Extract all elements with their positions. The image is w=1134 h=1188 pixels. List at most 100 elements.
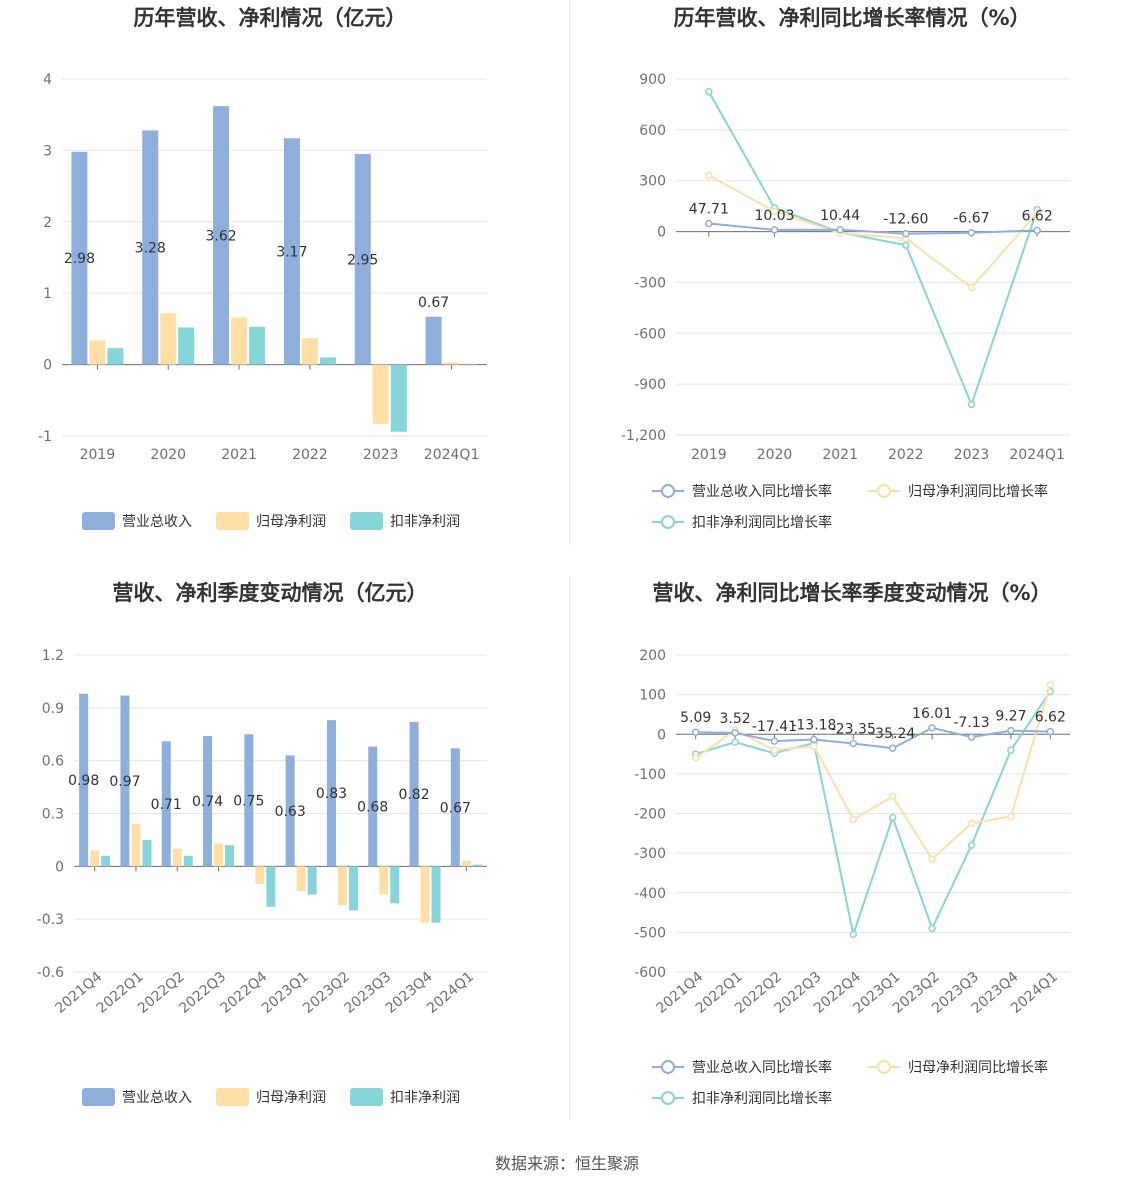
legend-marker	[82, 512, 115, 530]
bar-扣非净利润	[307, 866, 317, 895]
bar-扣非净利润	[348, 866, 358, 911]
y-tick-label: -600	[634, 965, 666, 981]
y-tick-label: 200	[639, 648, 666, 664]
x-tick-label: 2019	[691, 447, 727, 463]
y-tick-label: 0.6	[42, 754, 64, 770]
data-label: 5.09	[680, 710, 711, 726]
x-tick-label: 2023	[954, 447, 990, 463]
data-label: 3.52	[720, 711, 751, 727]
bar-扣非净利润	[178, 327, 195, 365]
bar-营业总收入	[285, 755, 295, 867]
legend-marker-dot	[877, 484, 891, 498]
legend-marker	[216, 1088, 249, 1106]
data-label: 10.44	[820, 208, 860, 224]
legend-label: 扣非净利润	[390, 1090, 460, 1106]
point-归母净利润同比增长率	[691, 754, 700, 762]
line-扣非净利润同比增长率	[707, 91, 1039, 408]
legend-label: 扣非净利润	[390, 514, 460, 530]
bar-扣非净利润	[461, 363, 478, 365]
data-label: 0.68	[357, 799, 388, 815]
y-tick-label: -300	[634, 846, 666, 862]
point-归母净利润同比增长率	[888, 792, 897, 801]
data-label: 0.75	[233, 793, 264, 809]
data-label: 6.62	[1035, 710, 1066, 726]
divider-bottom	[569, 578, 570, 1118]
y-tick-label: -600	[634, 326, 666, 342]
bar-归母净利润	[90, 850, 100, 867]
bar-扣非净利润	[431, 866, 441, 923]
data-label: 0.67	[418, 295, 449, 311]
x-tick-label: 2019	[80, 447, 116, 463]
y-tick-label: 1.2	[42, 648, 64, 664]
data-label: 6.62	[1022, 208, 1053, 224]
data-label: -12.60	[883, 212, 928, 228]
bar-归母净利润	[296, 866, 306, 891]
x-tick-label: 2020	[150, 447, 186, 463]
point-归母净利润同比增长率	[770, 746, 779, 754]
legend-label: 营业总收入	[122, 1090, 192, 1106]
bar-归母净利润	[214, 843, 224, 867]
y-tick-label: -900	[634, 377, 666, 393]
point-营业总收入同比增长率	[849, 739, 858, 748]
legend-label: 扣非净利润同比增长率	[692, 1090, 832, 1107]
bar-营业总收入	[79, 693, 89, 867]
y-tick-label: 600	[639, 123, 666, 139]
y-tick-label: -200	[634, 807, 666, 823]
data-label: 10.03	[754, 208, 794, 224]
point-归母净利润同比增长率	[1033, 209, 1041, 217]
y-tick-label: -100	[634, 767, 666, 783]
legend-label: 营业总收入	[122, 514, 192, 530]
bar-扣非净利润	[101, 855, 111, 867]
x-tick-label: 2021	[822, 447, 858, 463]
point-营业总收入同比增长率	[770, 737, 779, 745]
point-营业总收入同比增长率	[1007, 726, 1015, 735]
legend-label: 营业总收入同比增长率	[692, 1059, 832, 1076]
x-tick-label: 2020	[757, 447, 793, 463]
point-归母净利润同比增长率	[1046, 680, 1055, 689]
bar-扣非净利润	[142, 839, 152, 867]
bar-营业总收入	[244, 734, 254, 867]
point-扣非净利润同比增长率	[902, 241, 910, 249]
chart-annual-amounts: 历年营收、净利情况（亿元） -1 0 1 2 3 4 2019 2020 2021 2022 2023…	[0, 0, 570, 555]
bar-营业总收入	[203, 736, 213, 867]
line-营业总收入同比增长率	[708, 222, 1038, 235]
bar-营业总收入	[142, 130, 159, 365]
data-label: -35.24	[870, 726, 915, 742]
legend-marker-dot	[661, 1091, 675, 1105]
data-label: 16.01	[912, 706, 952, 722]
x-tick-label: 2024Q1	[424, 969, 477, 1017]
legend-label: 营业总收入同比增长率	[692, 483, 832, 500]
bar-归母净利润	[131, 824, 141, 867]
legend-marker	[350, 1088, 383, 1106]
bar-归母净利润	[89, 340, 106, 365]
bar-营业总收入	[120, 695, 130, 867]
legend-label: 扣非净利润同比增长率	[692, 514, 832, 531]
point-营业总收入同比增长率	[705, 219, 713, 228]
bar-营业总收入	[450, 748, 460, 867]
point-营业总收入同比增长率	[731, 729, 739, 737]
data-label: 0.74	[192, 794, 223, 810]
bar-归母净利润	[160, 313, 177, 365]
data-label: -7.13	[953, 715, 989, 731]
data-label: 2.95	[347, 252, 378, 268]
data-label: 3.62	[205, 228, 236, 244]
point-归母净利润同比增长率	[928, 855, 936, 863]
point-归母净利润同比增长率	[705, 171, 713, 180]
legend-marker-dot	[661, 484, 675, 498]
legend-marker-dot	[661, 1060, 675, 1074]
data-label: 0.98	[68, 773, 99, 789]
chart-annual-growth: 历年营收、净利同比增长率情况（%） -1,200 -900 -600 -300 0 300 6…	[570, 0, 1134, 555]
bar-营业总收入	[161, 741, 171, 867]
point-扣非净利润同比增长率	[928, 924, 936, 933]
legend-marker-dot	[877, 1060, 891, 1074]
data-label: 0.67	[440, 800, 471, 816]
y-tick-label: 4	[43, 72, 52, 88]
data-label: 0.82	[398, 787, 429, 803]
data-label: -13.18	[791, 717, 836, 733]
chart-title: 营收、净利季度变动情况（亿元）	[113, 581, 428, 605]
line-营业总收入同比增长率	[695, 726, 1051, 750]
bar-归母净利润	[461, 861, 471, 867]
legend-label: 归母净利润	[256, 513, 326, 530]
x-tick-label: 2022	[292, 447, 328, 463]
point-归母净利润同比增长率	[967, 819, 976, 828]
